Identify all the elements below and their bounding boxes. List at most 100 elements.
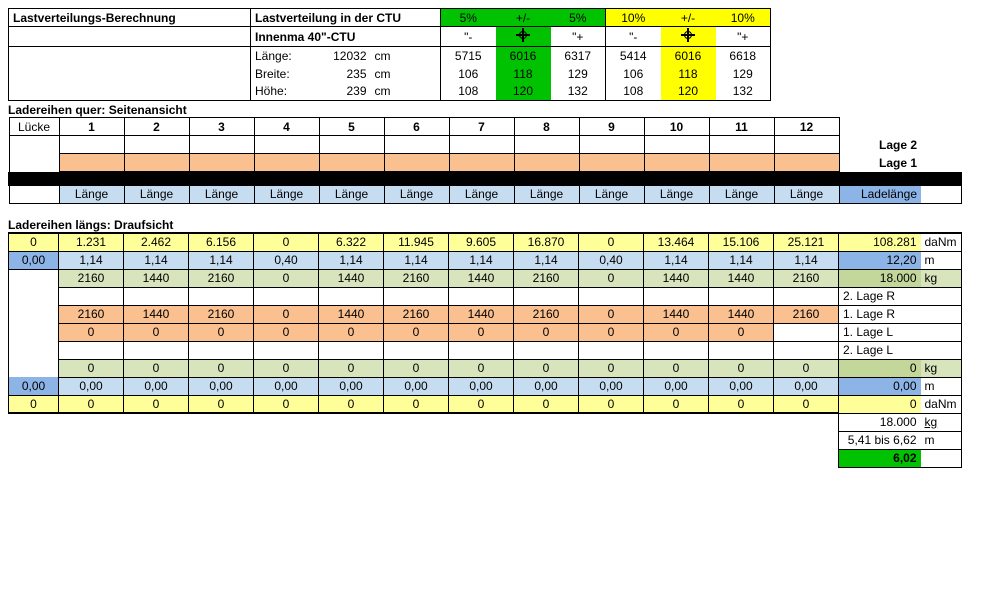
plan-row-yellow1: 0 1.231 2.462 6.156 0 6.322 11.945 9.605… [9, 233, 962, 251]
hdr-r4-c1: 106 [441, 65, 496, 83]
plan-table: 0 1.231 2.462 6.156 0 6.322 11.945 9.605… [8, 232, 962, 468]
side-len: Länge [514, 186, 579, 204]
cell: 1440 [449, 269, 514, 287]
hdr-r3-c4: 5414 [606, 47, 661, 65]
cell: 0,00 [254, 377, 319, 395]
cell-label: 2. Lage L [839, 341, 921, 359]
hdr-hoehe-val: 239 [311, 83, 371, 101]
side-len: Länge [449, 186, 514, 204]
side-lage2-row: Lage 2 [9, 136, 961, 154]
cell: 0 [514, 395, 579, 413]
cell: 2160 [384, 305, 449, 323]
cell: 0 [9, 233, 59, 251]
cell: 0 [709, 395, 774, 413]
cell: 0 [189, 323, 254, 341]
cell-unit: m [921, 251, 962, 269]
plan-row-range: 5,41 bis 6,62 m [9, 431, 962, 449]
cell-unit: m [921, 377, 962, 395]
side-len: Länge [319, 186, 384, 204]
cell-sum: 12,20 [839, 251, 921, 269]
hdr-r4-c2: 118 [496, 65, 551, 83]
hdr-r5-c1: 108 [441, 83, 496, 101]
side-col: 6 [384, 118, 449, 136]
hdr-hoehe-lbl: Höhe: [251, 83, 311, 101]
hdr-r3-c2: 6016 [496, 47, 551, 65]
side-col: 9 [579, 118, 644, 136]
side-len: Länge [254, 186, 319, 204]
cell: 0 [449, 323, 514, 341]
hdr-g2: +/- [496, 9, 551, 27]
cell: 2160 [514, 305, 579, 323]
hdr-y1: 10% [606, 9, 661, 27]
cell: 0,00 [9, 377, 59, 395]
hdr-breite-lbl: Breite: [251, 65, 311, 83]
cell: 2160 [59, 305, 124, 323]
cell-sum: 6,02 [839, 449, 921, 467]
hdr-r4-c4: 106 [606, 65, 661, 83]
plan-row-blue: 0,00 1,14 1,14 1,14 0,40 1,14 1,14 1,14 … [9, 251, 962, 269]
cell: 1,14 [319, 251, 384, 269]
cell: 0 [384, 323, 449, 341]
cell: 15.106 [709, 233, 774, 251]
cell: 0 [644, 323, 709, 341]
cell: 0 [709, 359, 774, 377]
side-luecke: Lücke [9, 118, 59, 136]
plan-row-green-top: 2160 1440 2160 0 1440 2160 1440 2160 0 1… [9, 269, 962, 287]
cell: 0,00 [384, 377, 449, 395]
side-lage1: Lage 1 [839, 154, 921, 172]
hdr-breite-val: 235 [311, 65, 371, 83]
side-col: 8 [514, 118, 579, 136]
cell: 1,14 [644, 251, 709, 269]
hdr-r5-c3: 132 [551, 83, 606, 101]
cell: 0 [254, 305, 319, 323]
cell: 1440 [319, 269, 384, 287]
target-icon-yellow [661, 27, 716, 47]
hdr-r2-c6: "+ [716, 27, 771, 47]
cell: 1440 [449, 305, 514, 323]
cell: 1440 [319, 305, 384, 323]
cell: 0 [709, 323, 774, 341]
cell: 2.462 [124, 233, 189, 251]
plan-row-blue2: 0,00 0,00 0,00 0,00 0,00 0,00 0,00 0,00 … [9, 377, 962, 395]
side-col: 5 [319, 118, 384, 136]
cell: 11.945 [384, 233, 449, 251]
hdr-r2-c4: "- [606, 27, 661, 47]
cell: 0 [189, 395, 254, 413]
cell: 1,14 [124, 251, 189, 269]
cell-sum: 18.000 [839, 413, 921, 431]
cell: 2160 [189, 269, 254, 287]
cell: 2160 [774, 269, 839, 287]
side-ladelaenge: Ladelänge [839, 186, 921, 204]
cell-unit: kg [921, 269, 962, 287]
side-header-row: Lücke 1 2 3 4 5 6 7 8 9 10 11 12 [9, 118, 961, 136]
side-len: Länge [124, 186, 189, 204]
cell: 0 [254, 395, 319, 413]
cell: 2160 [59, 269, 124, 287]
hdr-ctu-label: Lastverteilung in der CTU [251, 9, 411, 27]
cell: 0,00 [189, 377, 254, 395]
cell: 1440 [124, 305, 189, 323]
side-table: Lücke 1 2 3 4 5 6 7 8 9 10 11 12 Lage 2 … [8, 117, 962, 204]
cell: 1440 [709, 269, 774, 287]
cell: 0 [254, 233, 319, 251]
cell: 2160 [774, 305, 839, 323]
cell: 0 [254, 269, 319, 287]
cell: 0,40 [254, 251, 319, 269]
cell-label: 2. Lage R [839, 287, 921, 305]
cell-sum: 0,00 [839, 377, 921, 395]
cell: 1,14 [59, 251, 124, 269]
hdr-r3-c6: 6618 [716, 47, 771, 65]
cell-label: 1. Lage R [839, 305, 921, 323]
hdr-r3-c1: 5715 [441, 47, 496, 65]
cell: 0 [774, 395, 839, 413]
cell: 0 [254, 359, 319, 377]
target-icon-green [496, 27, 551, 47]
cell: 0,00 [449, 377, 514, 395]
side-col: 7 [449, 118, 514, 136]
cell: 0 [319, 323, 384, 341]
cell: 0 [579, 395, 644, 413]
header-table: Lastverteilungs-Berechnung Lastverteilun… [8, 8, 771, 101]
cell: 0 [774, 359, 839, 377]
plan-row-lage2l: 2. Lage L [9, 341, 962, 359]
plan-row-final: 6,02 [9, 449, 962, 467]
